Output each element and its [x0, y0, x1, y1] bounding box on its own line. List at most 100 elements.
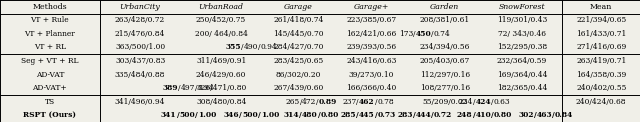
Text: 263/428/0.72: 263/428/0.72 — [115, 16, 165, 24]
Text: 243/416/0.63: 243/416/0.63 — [346, 57, 397, 65]
Text: 248: 248 — [457, 111, 472, 119]
Text: 490: 490 — [244, 43, 258, 51]
Text: 246/429/0.60: 246/429/0.60 — [196, 71, 246, 79]
Text: TS: TS — [45, 98, 55, 106]
Text: 341/496/0.94: 341/496/0.94 — [115, 98, 165, 106]
Text: /: / — [534, 111, 537, 119]
Text: /: / — [258, 111, 260, 119]
Text: /: / — [356, 111, 359, 119]
Text: 215/476/0.84: 215/476/0.84 — [115, 30, 165, 38]
Text: 223/385/0.67: 223/385/0.67 — [346, 16, 397, 24]
Text: 302: 302 — [518, 111, 534, 119]
Text: /: / — [317, 111, 321, 119]
Text: 500: 500 — [179, 111, 195, 119]
Text: 108/277/0.16: 108/277/0.16 — [420, 84, 470, 92]
Text: 303/437/0.83: 303/437/0.83 — [115, 57, 165, 65]
Text: 119/301/0.43: 119/301/0.43 — [497, 16, 547, 24]
Text: 0.80: 0.80 — [494, 111, 512, 119]
Text: 239/393/0.56: 239/393/0.56 — [346, 43, 397, 51]
Text: 169/364/0.44: 169/364/0.44 — [497, 71, 547, 79]
Text: 0.73: 0.73 — [377, 111, 396, 119]
Text: 285: 285 — [340, 111, 356, 119]
Text: 283/425/0.65: 283/425/0.65 — [273, 57, 323, 65]
Text: 152/295/0.38: 152/295/0.38 — [497, 43, 547, 51]
Text: /: / — [356, 98, 359, 106]
Text: 450: 450 — [415, 30, 431, 38]
Text: 164/358/0.39: 164/358/0.39 — [576, 71, 627, 79]
Text: 1.00: 1.00 — [260, 111, 279, 119]
Text: /: / — [431, 111, 434, 119]
Text: 314: 314 — [284, 111, 299, 119]
Text: 346: 346 — [224, 111, 239, 119]
Text: 221/394/0.65: 221/394/0.65 — [576, 16, 627, 24]
Text: /: / — [491, 111, 494, 119]
Text: 208/381/0.61: 208/381/0.61 — [420, 16, 470, 24]
Text: 0.84: 0.84 — [555, 111, 573, 119]
Text: 284/427/0.70: 284/427/0.70 — [273, 43, 323, 51]
Text: 326/471/0.80: 326/471/0.80 — [196, 84, 246, 92]
Text: VT + Planner: VT + Planner — [24, 30, 75, 38]
Text: 480: 480 — [302, 111, 317, 119]
Text: /: / — [195, 111, 198, 119]
Text: /: / — [241, 43, 244, 51]
Text: /: / — [374, 98, 377, 106]
Text: 335/484/0.88: 335/484/0.88 — [115, 71, 165, 79]
Text: 410: 410 — [476, 111, 491, 119]
Text: VT + RL: VT + RL — [34, 43, 66, 51]
Text: Seg + VT + RL: Seg + VT + RL — [21, 57, 79, 65]
Text: /: / — [374, 111, 377, 119]
Text: SnowForest: SnowForest — [499, 3, 545, 11]
Text: 240/424/0.68: 240/424/0.68 — [576, 98, 627, 106]
Text: 86/302/0.20: 86/302/0.20 — [276, 71, 321, 79]
Text: /: / — [473, 98, 476, 106]
Text: /: / — [177, 111, 179, 119]
Text: Mean: Mean — [590, 3, 612, 11]
Text: /: / — [552, 111, 555, 119]
Text: Garden: Garden — [430, 3, 460, 11]
Text: 311/469/0.91: 311/469/0.91 — [196, 57, 246, 65]
Text: /: / — [300, 98, 302, 106]
Text: 234: 234 — [459, 98, 473, 106]
Text: 263/419/0.71: 263/419/0.71 — [576, 57, 627, 65]
Text: UrbanRoad: UrbanRoad — [198, 3, 244, 11]
Text: 261/418/0.74: 261/418/0.74 — [273, 16, 323, 24]
Text: 234/394/0.56: 234/394/0.56 — [420, 43, 470, 51]
Text: 472: 472 — [302, 98, 316, 106]
Text: AD-VAT: AD-VAT — [36, 71, 64, 79]
Text: 0.63: 0.63 — [493, 98, 510, 106]
Text: 232/364/0.59: 232/364/0.59 — [497, 57, 547, 65]
Text: 250/452/0.75: 250/452/0.75 — [196, 16, 246, 24]
Text: 162/421/0.66: 162/421/0.66 — [346, 30, 397, 38]
Text: 341: 341 — [161, 111, 177, 119]
Text: 55/209/0.02: 55/209/0.02 — [422, 98, 467, 106]
Text: 424: 424 — [476, 98, 492, 106]
Text: /: / — [316, 98, 319, 106]
Text: 1.00: 1.00 — [198, 111, 216, 119]
Text: 445: 445 — [359, 111, 374, 119]
Text: AD-VAT+: AD-VAT+ — [33, 84, 67, 92]
Text: 173: 173 — [399, 30, 413, 38]
Text: 200/ 464/0.84: 200/ 464/0.84 — [195, 30, 248, 38]
Text: 161/433/0.71: 161/433/0.71 — [576, 30, 627, 38]
Text: 267/439/0.60: 267/439/0.60 — [273, 84, 323, 92]
Text: 112/297/0.16: 112/297/0.16 — [420, 71, 470, 79]
Text: 283: 283 — [397, 111, 413, 119]
Text: 389: 389 — [163, 84, 179, 92]
Text: Garage: Garage — [284, 3, 313, 11]
Text: /: / — [239, 111, 242, 119]
Text: 0.74: 0.74 — [434, 30, 451, 38]
Text: Garage+: Garage+ — [354, 3, 389, 11]
Text: 0.80: 0.80 — [321, 111, 339, 119]
Text: /: / — [431, 30, 434, 38]
Text: /: / — [413, 111, 415, 119]
Text: 0.72: 0.72 — [434, 111, 452, 119]
Text: 0.94: 0.94 — [198, 84, 214, 92]
Text: 308/480/0.84: 308/480/0.84 — [196, 98, 246, 106]
Text: /: / — [299, 111, 302, 119]
Text: 271/416/0.69: 271/416/0.69 — [576, 43, 627, 51]
Text: /: / — [413, 30, 415, 38]
Text: 363/500/1.00: 363/500/1.00 — [115, 43, 165, 51]
Text: 355: 355 — [225, 43, 241, 51]
Text: 166/366/0.40: 166/366/0.40 — [346, 84, 397, 92]
Text: /: / — [472, 111, 476, 119]
